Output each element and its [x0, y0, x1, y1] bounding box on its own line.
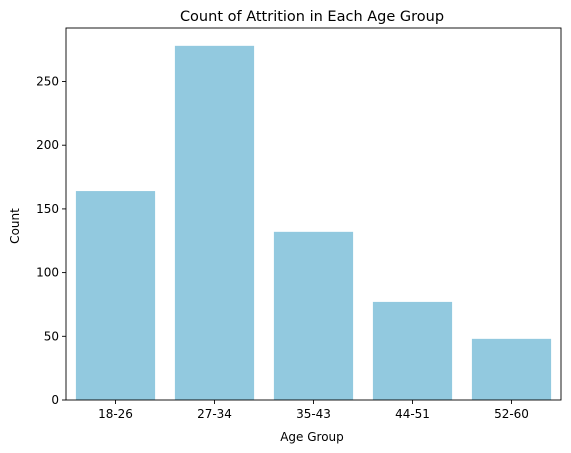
- bar-44-51: [372, 301, 453, 400]
- y-tick-label: 0: [51, 393, 59, 407]
- x-tick-label: 35-43: [296, 407, 331, 421]
- x-axis-label: Age Group: [280, 430, 344, 444]
- plot-frame: [65, 27, 562, 401]
- x-tick-label: 52-60: [494, 407, 529, 421]
- bars-group: [75, 45, 552, 400]
- x-tick-label: 27-34: [197, 407, 232, 421]
- x-tick-label: 44-51: [395, 407, 430, 421]
- y-axis-ticks: 0 50 100 150 200 250: [36, 75, 66, 407]
- x-axis-ticks: 18-26 27-34 35-43 44-51 52-60: [98, 400, 529, 421]
- x-tick-label: 18-26: [98, 407, 133, 421]
- bar-52-60: [471, 338, 552, 400]
- y-tick-label: 150: [36, 202, 59, 216]
- y-tick-label: 100: [36, 266, 59, 280]
- y-axis-label: Count: [8, 208, 22, 244]
- y-tick-label: 200: [36, 138, 59, 152]
- bar-18-26: [75, 191, 156, 400]
- y-tick-label: 250: [36, 75, 59, 89]
- bar-35-43: [273, 231, 354, 400]
- y-tick-label: 50: [44, 329, 59, 343]
- chart-title: Count of Attrition in Each Age Group: [180, 9, 444, 25]
- bar-27-34: [174, 45, 255, 400]
